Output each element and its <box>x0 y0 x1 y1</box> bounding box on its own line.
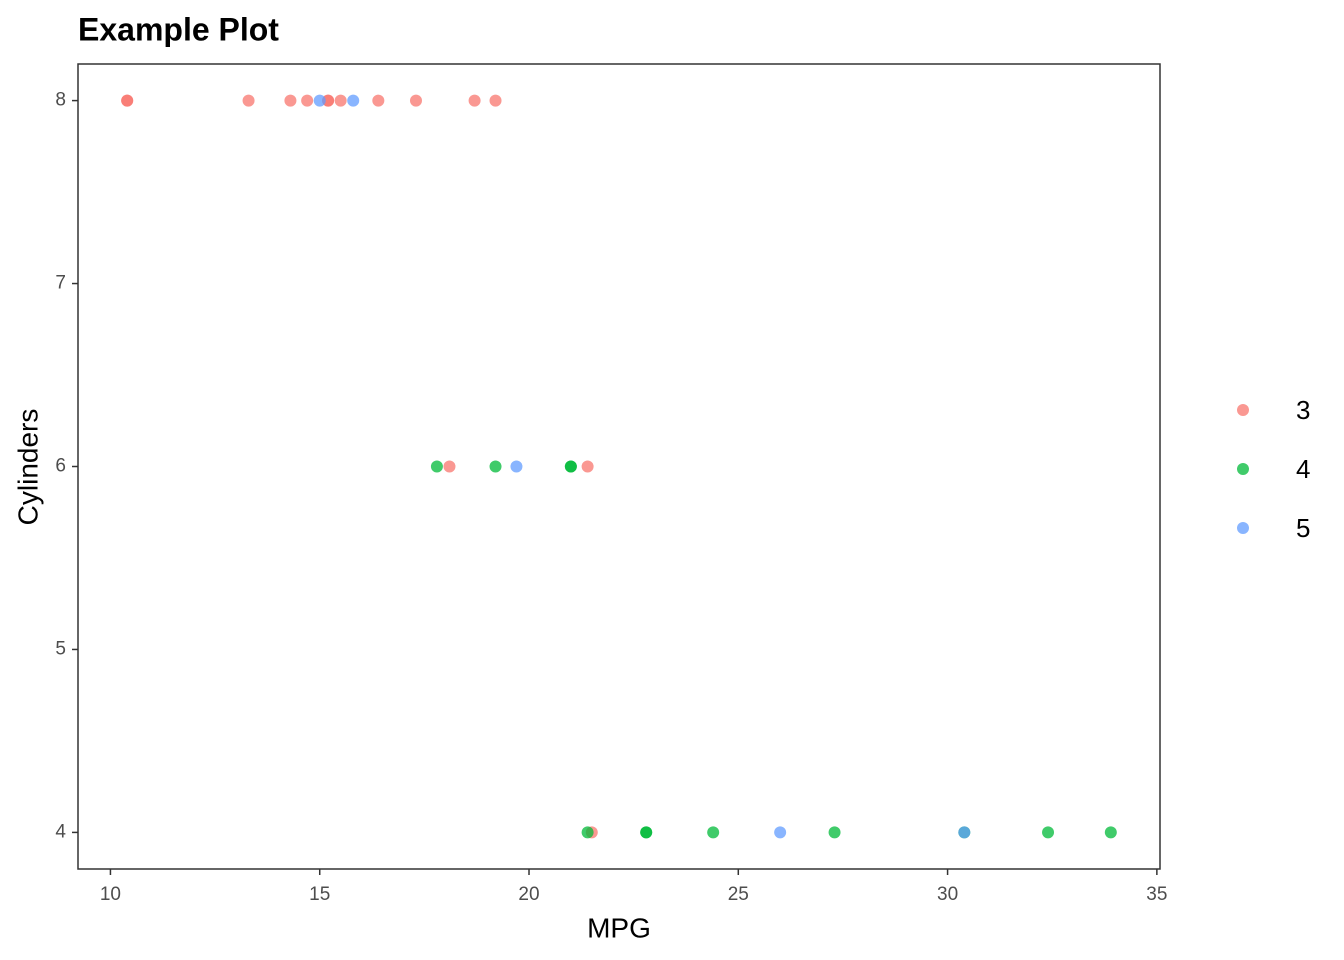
point <box>564 460 577 473</box>
x-tick-label: 30 <box>937 884 958 905</box>
point <box>347 94 360 107</box>
legend-label: 3 <box>1296 395 1310 425</box>
point <box>322 94 335 107</box>
point <box>707 826 720 839</box>
point <box>121 94 134 107</box>
y-axis-label: Cylinders <box>12 409 43 526</box>
point <box>958 826 971 839</box>
point <box>1104 826 1117 839</box>
point <box>430 460 443 473</box>
x-axis-label: MPG <box>587 912 651 943</box>
x-tick-label: 10 <box>100 884 121 905</box>
x-tick-label: 25 <box>728 884 749 905</box>
y-tick-label: 6 <box>55 456 66 477</box>
legend-label: 4 <box>1296 454 1310 484</box>
point <box>468 94 481 107</box>
y-tick-label: 4 <box>55 821 66 842</box>
point <box>510 460 523 473</box>
chart-title: Example Plot <box>78 11 279 47</box>
legend-marker <box>1237 404 1249 416</box>
point <box>1042 826 1055 839</box>
point <box>828 826 841 839</box>
point <box>489 460 502 473</box>
point <box>372 94 385 107</box>
point <box>489 94 502 107</box>
y-tick-label: 8 <box>55 90 66 111</box>
point <box>581 826 594 839</box>
y-tick-label: 7 <box>55 273 66 294</box>
point <box>640 826 653 839</box>
legend-marker <box>1237 463 1249 475</box>
x-tick-label: 35 <box>1146 884 1167 905</box>
x-tick-label: 15 <box>309 884 330 905</box>
legend-label: 5 <box>1296 513 1310 543</box>
point <box>313 94 326 107</box>
point <box>242 94 255 107</box>
panel-border <box>77 63 1161 870</box>
point <box>774 826 787 839</box>
y-tick-label: 5 <box>55 638 66 659</box>
legend-marker <box>1237 522 1249 534</box>
point <box>581 460 594 473</box>
point <box>301 94 314 107</box>
x-tick-label: 20 <box>518 884 539 905</box>
point <box>284 94 297 107</box>
point <box>409 94 422 107</box>
point <box>443 460 456 473</box>
point <box>334 94 347 107</box>
